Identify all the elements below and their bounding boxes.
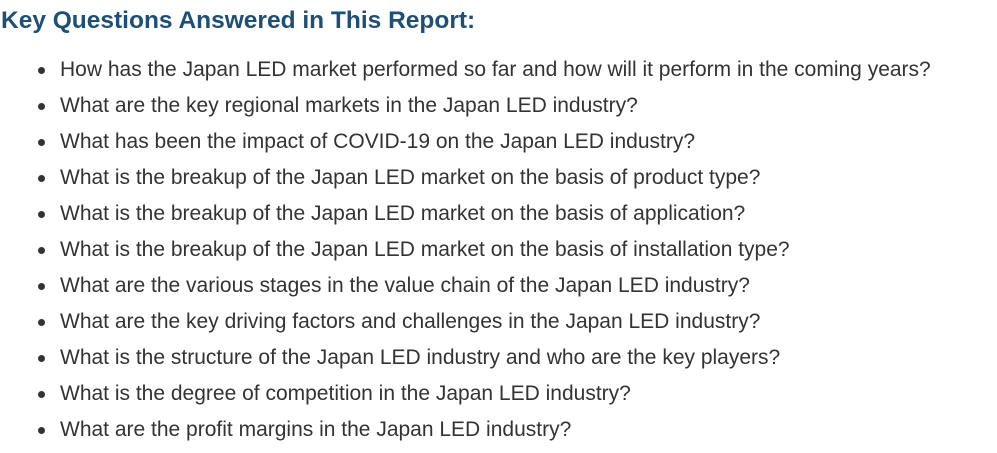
question-item: What is the breakup of the Japan LED mar… [0, 232, 931, 268]
question-text: What are the various stages in the value… [60, 274, 750, 297]
question-item: What is the breakup of the Japan LED mar… [0, 160, 931, 196]
bullet-icon [38, 427, 45, 434]
question-item: What is the degree of competition in the… [0, 376, 931, 412]
section-heading: Key Questions Answered in This Report: [1, 7, 476, 34]
bullet-icon [38, 355, 45, 362]
bullet-icon [38, 247, 45, 254]
question-item: What are the key regional markets in the… [0, 88, 931, 124]
question-item: What are the various stages in the value… [0, 268, 931, 304]
bullet-icon [38, 67, 45, 74]
key-questions-list: How has the Japan LED market performed s… [0, 52, 931, 448]
question-item: What is the structure of the Japan LED i… [0, 340, 931, 376]
question-text: What are the profit margins in the Japan… [60, 418, 572, 441]
question-item: How has the Japan LED market performed s… [0, 52, 931, 88]
question-text: What is the breakup of the Japan LED mar… [60, 202, 746, 225]
bullet-icon [38, 175, 45, 182]
question-item: What are the profit margins in the Japan… [0, 412, 931, 448]
question-text: What has been the impact of COVID-19 on … [60, 130, 696, 153]
bullet-icon [38, 319, 45, 326]
bullet-icon [38, 283, 45, 290]
question-text: What are the key regional markets in the… [60, 94, 638, 117]
bullet-icon [38, 211, 45, 218]
bullet-icon [38, 103, 45, 110]
question-text: How has the Japan LED market performed s… [60, 58, 931, 81]
question-item: What has been the impact of COVID-19 on … [0, 124, 931, 160]
bullet-icon [38, 139, 45, 146]
question-item: What are the key driving factors and cha… [0, 304, 931, 340]
question-item: What is the breakup of the Japan LED mar… [0, 196, 931, 232]
question-text: What is the degree of competition in the… [60, 382, 631, 405]
question-text: What is the breakup of the Japan LED mar… [60, 238, 790, 261]
question-text: What are the key driving factors and cha… [60, 310, 761, 333]
question-text: What is the breakup of the Japan LED mar… [60, 166, 761, 189]
bullet-icon [38, 391, 45, 398]
question-text: What is the structure of the Japan LED i… [60, 346, 781, 369]
